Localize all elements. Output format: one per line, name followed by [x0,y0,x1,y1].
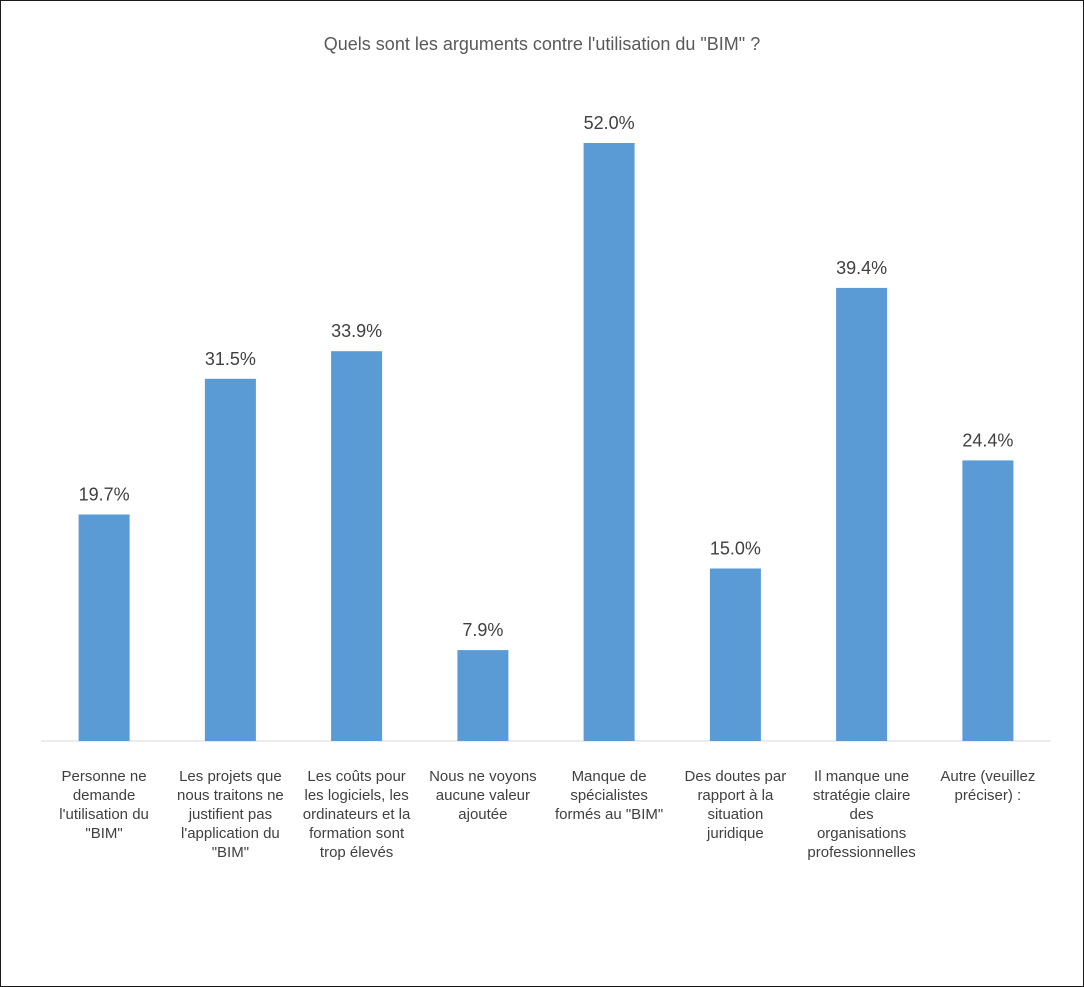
data-label-4: 7.9% [462,620,503,640]
category-label-line: demande [72,787,136,804]
category-label-line: "BIM" [85,825,123,842]
bar-8 [962,460,1014,741]
category-label-line: des [849,806,874,823]
category-label-line: l'utilisation du [59,806,149,823]
category-label-line: rapport à la [697,787,774,804]
data-label-7: 39.4% [836,258,887,278]
category-label-line: Il manque une [814,768,910,785]
category-label-line: nous traitons ne [177,787,284,804]
data-label-3: 33.9% [331,321,382,341]
data-label-8: 24.4% [962,430,1013,450]
category-label-2: Les projets que nous traitons ne justifien… [166,767,294,862]
category-label-line: juridique [707,825,764,842]
category-label-line: formés au "BIM" [555,806,664,823]
bar-2 [204,378,256,742]
category-label-4: Nous ne voyons aucune valeur ajoutée [419,767,547,824]
category-label-line: Des doutes par [684,768,787,785]
data-label-6: 15.0% [710,539,761,559]
bar-5 [583,143,635,741]
category-label-line: Nous ne voyons [429,768,537,785]
category-label-line: "BIM" [211,844,250,861]
category-label-line: professionnelles [807,844,916,861]
category-label-line: Les coûts pour [307,768,406,785]
category-label-line: situation [707,806,764,823]
category-label-line: préciser) : [954,787,1022,804]
category-label-line: Manque de [571,768,647,785]
category-label-line: ordinateurs et la [302,806,411,823]
bar-6 [709,568,761,741]
category-label-line: les logiciels, les [304,787,409,804]
category-label-6: Des doutes par rapport à la situation jurid… [671,767,799,843]
chart-title: Quels sont les arguments contre l'utilis… [323,34,761,54]
bar-7 [836,287,888,741]
category-label-line: trop élevés [319,844,394,861]
category-label-line: l'application du [181,825,280,842]
category-label-line: stratégie claire [812,787,911,804]
category-label-line: ajoutée [458,806,508,823]
category-label-line: Personne ne [61,768,147,785]
bar-3 [331,351,383,741]
category-label-line: Autre (veuillez [940,768,1036,785]
category-label-8: Autre (veuillez préciser) : [924,767,1052,805]
category-label-line: Les projets que [179,768,282,785]
category-label-7: Il manque une stratégie claire des organisa… [798,767,926,862]
category-label-line: organisations [816,825,907,842]
category-label-3: Les coûts pour les logiciels, les ordinate… [293,767,421,862]
category-label-line: spécialistes [570,787,648,804]
category-label-1: Personne ne demande l'utilisation du "BIM" [40,767,168,843]
category-label-line: formation sont [309,825,405,842]
bar-4 [457,650,509,741]
category-label-5: Manque de spécialistes formés au "BIM" [545,767,673,824]
data-label-2: 31.5% [205,349,256,369]
data-label-5: 52.0% [584,113,635,133]
category-label-line: aucune valeur [435,787,530,804]
category-label-line: justifient pas [188,806,273,823]
data-label-1: 19.7% [79,485,130,505]
bar-1 [78,514,130,741]
